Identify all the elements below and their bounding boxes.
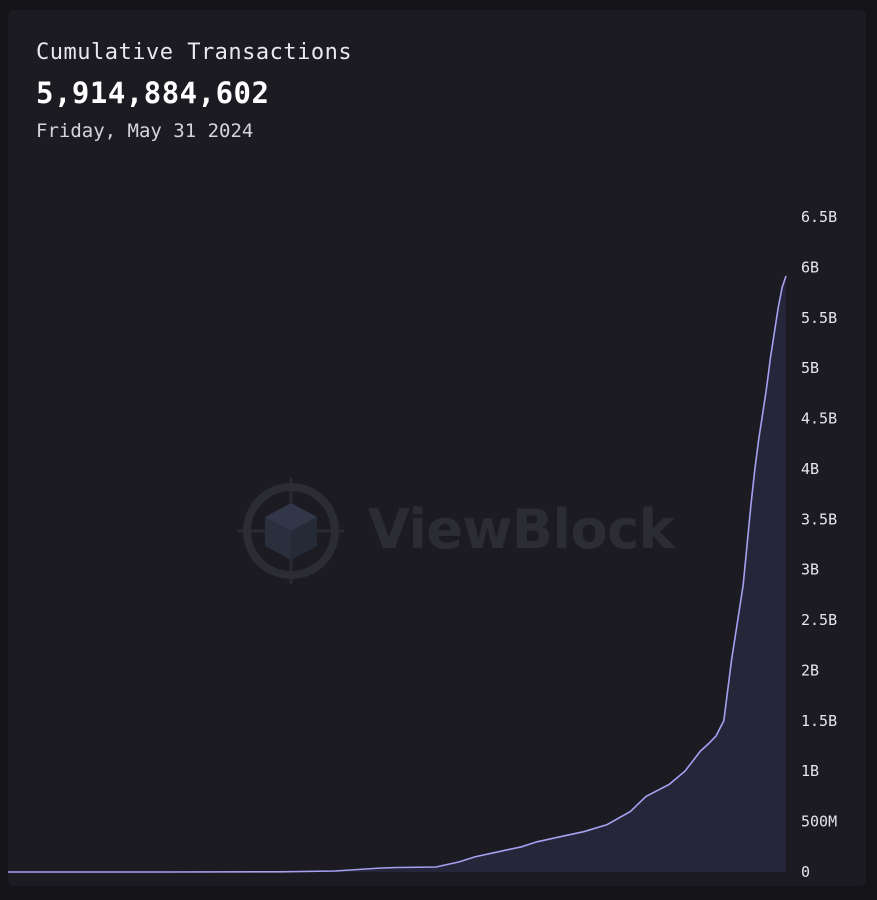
y-tick-label: 0 [801,863,810,881]
y-tick-label: 1.5B [801,712,837,730]
y-tick-label: 4.5B [801,410,837,428]
y-tick-label: 3.5B [801,510,837,528]
y-tick-label: 4B [801,460,819,478]
y-tick-label: 6.5B [801,208,837,226]
series-area-fill [8,276,786,872]
y-tick-label: 5.5B [801,309,837,327]
y-tick-label: 6B [801,258,819,276]
current-date: Friday, May 31 2024 [36,120,254,142]
y-tick-label: 500M [801,813,837,831]
y-tick-label: 1B [801,762,819,780]
viewblock-logo-icon [238,478,344,584]
y-tick-label: 3B [801,561,819,579]
chart-panel: Cumulative Transactions 5,914,884,602 Fr… [8,10,866,886]
current-value: 5,914,884,602 [36,76,270,110]
watermark-text: ViewBlock [368,498,675,561]
chart-title: Cumulative Transactions [36,40,353,65]
y-tick-label: 2.5B [801,611,837,629]
y-tick-label: 5B [801,359,819,377]
y-tick-label: 2B [801,661,819,679]
viewblock-watermark: ViewBlock [236,476,675,586]
series-line[interactable] [8,275,787,873]
chart-area: 0 500M 1B 1.5B 2B 2.5B 3B 3.5B 4B 4.5B 5B 5.5B 6B 6.5… [8,208,837,881]
